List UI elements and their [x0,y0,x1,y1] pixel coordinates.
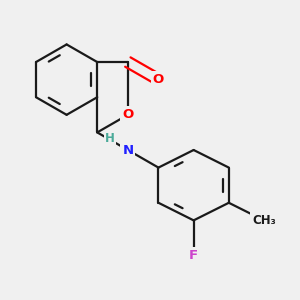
Text: CH₃: CH₃ [252,214,276,227]
Text: H: H [105,131,115,145]
Text: F: F [189,249,198,262]
Text: O: O [122,108,134,121]
Text: O: O [153,73,164,86]
Text: N: N [122,143,134,157]
